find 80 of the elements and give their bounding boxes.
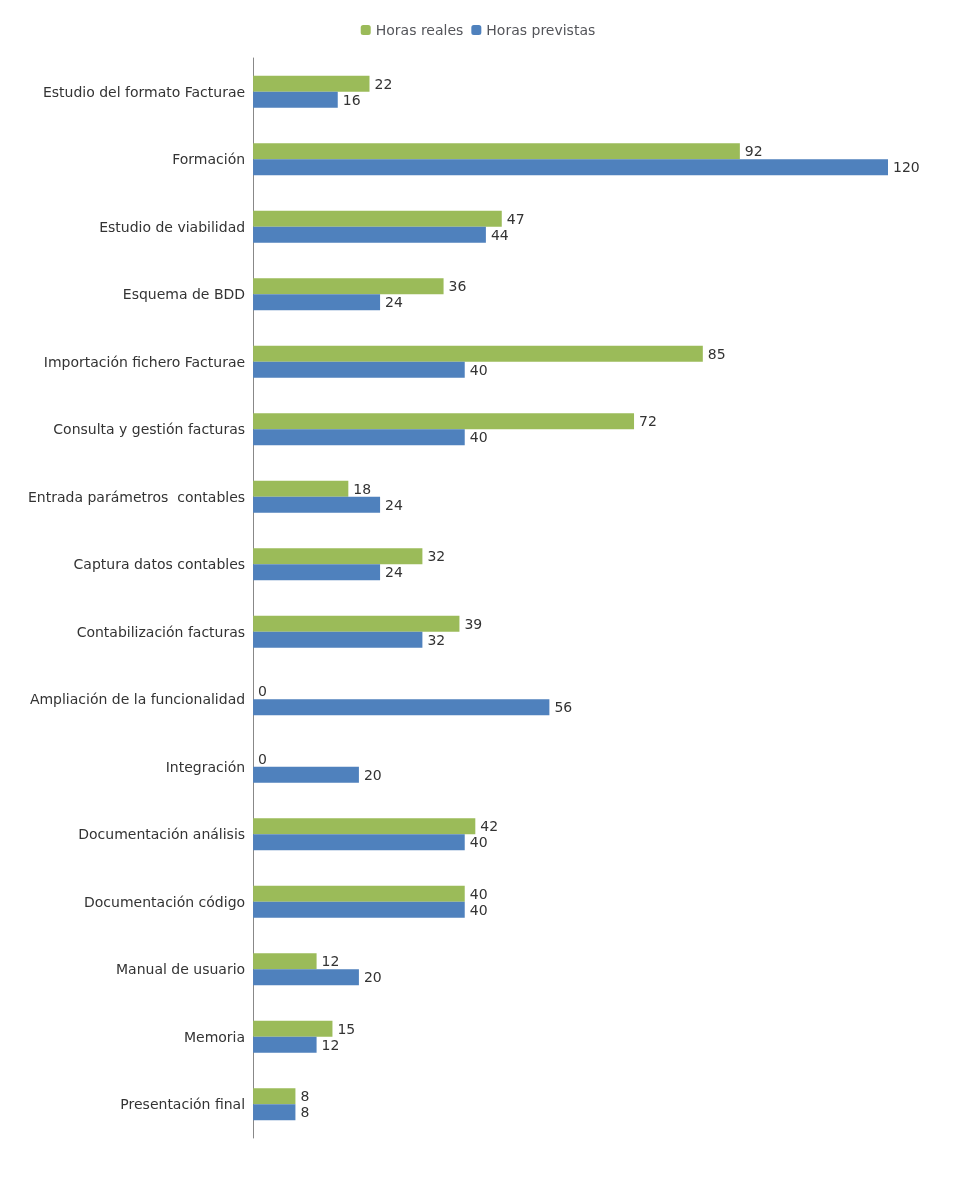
- data-label: 12: [321, 953, 340, 970]
- bar: [253, 226, 486, 243]
- data-label: 12: [321, 1036, 340, 1053]
- data-label: 0: [258, 683, 268, 700]
- y-tick-label: Importación fichero Facturae: [43, 353, 246, 370]
- legend-label: Horas previstas: [486, 22, 596, 38]
- data-label: 44: [490, 226, 509, 243]
- data-label: 20: [363, 766, 382, 783]
- bar: [253, 953, 317, 970]
- bar: [253, 429, 465, 446]
- bar: [253, 818, 476, 835]
- bar: [253, 969, 359, 986]
- bar: [253, 1088, 296, 1105]
- bar: [253, 143, 740, 160]
- data-label: 120: [893, 159, 920, 176]
- bar: [253, 834, 465, 851]
- bar: [253, 294, 381, 311]
- bar: [253, 480, 349, 497]
- bar: [253, 885, 465, 902]
- y-tick-label: Estudio del formato Facturae: [42, 83, 246, 100]
- data-label: 8: [300, 1104, 310, 1121]
- data-label: 32: [427, 548, 446, 565]
- bar: [253, 1104, 296, 1121]
- bar: [253, 278, 444, 295]
- y-tick-label: Contabilización facturas: [76, 623, 246, 640]
- bar: [253, 615, 460, 632]
- data-label: 0: [258, 750, 268, 767]
- bar: [253, 901, 465, 918]
- bar: [253, 159, 888, 176]
- y-tick-label: Esquema de BDD: [122, 286, 246, 303]
- y-tick-label: Captura datos contables: [73, 556, 246, 573]
- data-label: 40: [469, 901, 488, 918]
- bar: [253, 75, 370, 92]
- data-label: 20: [363, 969, 382, 986]
- legend-label: Horas reales: [375, 22, 464, 38]
- data-label: 22: [374, 75, 393, 92]
- data-label: 85: [707, 345, 726, 362]
- data-label: 40: [469, 361, 488, 378]
- y-tick-label: Integración: [165, 758, 246, 775]
- bar: [253, 91, 338, 108]
- data-label: 16: [342, 91, 361, 108]
- data-label: 8: [300, 1088, 310, 1105]
- bar: [253, 699, 550, 716]
- y-tick-label: Formación: [172, 151, 246, 168]
- y-tick-label: Ampliación de la funcionalidad: [29, 691, 246, 708]
- bar: [253, 345, 703, 362]
- y-tick-label: Documentación código: [84, 893, 246, 910]
- bar: [253, 496, 381, 513]
- bar: [253, 413, 635, 430]
- y-tick-label: Entrada parámetros contables: [27, 488, 246, 505]
- bar: [253, 1036, 317, 1053]
- y-tick-label: Estudio de viabilidad: [99, 218, 246, 235]
- data-label: 92: [744, 143, 763, 160]
- data-label: 32: [427, 631, 446, 648]
- data-label: 40: [469, 429, 488, 446]
- data-label: 47: [506, 210, 525, 227]
- bar: [253, 361, 465, 378]
- data-label: 24: [385, 294, 403, 311]
- data-label: 18: [353, 480, 372, 497]
- data-label: 72: [639, 413, 657, 430]
- data-label: 56: [554, 699, 573, 716]
- y-tick-label: Presentación final: [120, 1096, 246, 1113]
- data-label: 39: [464, 615, 483, 632]
- data-label: 24: [385, 564, 403, 581]
- bar: [253, 564, 381, 581]
- data-label: 42: [480, 818, 499, 835]
- bar: [253, 548, 423, 565]
- y-tick-label: Documentación análisis: [78, 826, 246, 843]
- y-tick-label: Manual de usuario: [115, 961, 246, 978]
- data-label: 40: [469, 885, 488, 902]
- bar: [253, 1020, 333, 1037]
- bar: [253, 631, 423, 648]
- bar: [253, 766, 359, 783]
- y-tick-label: Consulta y gestión facturas: [53, 421, 246, 438]
- bar: [253, 210, 502, 227]
- y-tick-label: Memoria: [183, 1028, 246, 1045]
- data-label: 40: [469, 834, 488, 851]
- data-label: 15: [337, 1020, 356, 1037]
- data-label: 24: [385, 496, 403, 513]
- data-label: 36: [448, 278, 467, 295]
